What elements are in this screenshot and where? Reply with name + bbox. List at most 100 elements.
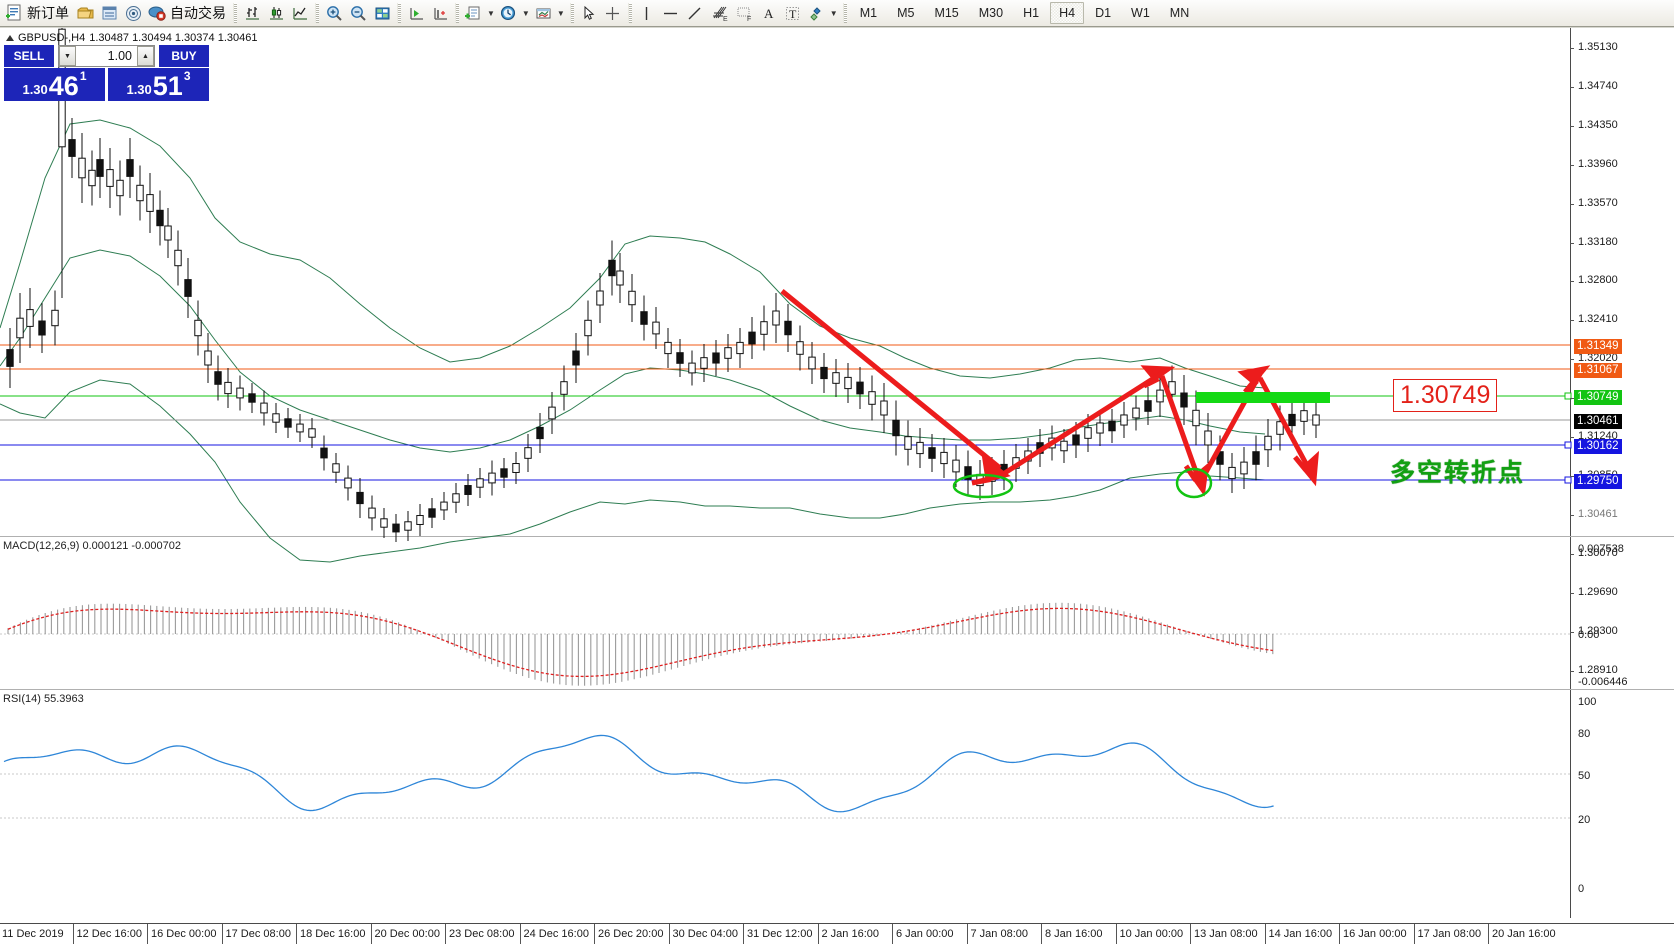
- data-window-icon: [102, 6, 116, 19]
- price-level-badge-resistance[interactable]: 1.31349: [1574, 339, 1622, 354]
- timeframe-h1[interactable]: H1: [1023, 6, 1040, 20]
- time-tick: [1413, 924, 1415, 944]
- sell-button[interactable]: SELL: [4, 45, 54, 67]
- grid-button[interactable]: [370, 1, 394, 25]
- time-tick: [1041, 924, 1042, 944]
- price-axis-line: [1570, 28, 1571, 918]
- zoom-in-button[interactable]: [322, 1, 346, 25]
- fibo-button[interactable]: E: [707, 1, 732, 25]
- price-level-badge-support[interactable]: 1.30162: [1574, 439, 1622, 454]
- toolbar-separator-1: [233, 3, 237, 23]
- buy-price-big: 51: [152, 71, 183, 101]
- time-tick-label: 10 Jan 00:00: [1119, 928, 1184, 940]
- fibo-fan-button[interactable]: F: [732, 1, 757, 25]
- chevron-down-icon[interactable]: ▼: [521, 8, 530, 18]
- price-tick-label: 1.29300: [1578, 624, 1618, 637]
- time-axis[interactable]: 11 Dec 2019 12 Dec 16:00 16 Dec 00:00 17 De…: [0, 923, 1674, 944]
- time-tick-label: 30 Dec 04:00: [672, 928, 738, 940]
- autotrade-icon: [148, 6, 166, 21]
- chevron-down-icon[interactable]: ▼: [829, 8, 838, 18]
- price-tick: [1570, 670, 1574, 672]
- candlestick-button[interactable]: [264, 1, 288, 25]
- volume-down-icon[interactable]: ▼: [59, 46, 76, 66]
- toolbar-separator-7: [842, 3, 847, 23]
- text-button[interactable]: A: [757, 1, 781, 25]
- one-click-trading-panel[interactable]: SELL ▼ 1.00 ▲ BUY 1.30 46 1 1.30 51 3: [4, 45, 209, 101]
- collapse-icon[interactable]: [6, 35, 14, 41]
- cursor-button[interactable]: [577, 1, 601, 25]
- cursor-icon: [584, 5, 595, 20]
- time-tick: [519, 924, 521, 944]
- hline-button[interactable]: [659, 1, 683, 25]
- macd-label: MACD(12,26,9) 0.000121 -0.000702: [3, 540, 181, 552]
- toolbar-separator-5: [569, 3, 574, 23]
- autoscroll-button[interactable]: [428, 1, 452, 25]
- timeframe-m1[interactable]: M1: [859, 6, 878, 20]
- templates-button[interactable]: ▼: [532, 1, 567, 25]
- navigator-button[interactable]: [121, 1, 145, 25]
- buy-button[interactable]: BUY: [159, 45, 209, 67]
- price-tick: [1570, 437, 1574, 439]
- fibo-fan-icon: F: [737, 7, 751, 23]
- time-tick: [221, 924, 223, 944]
- chevron-down-icon[interactable]: ▼: [556, 8, 565, 18]
- time-tick-label: 24 Dec 16:00: [523, 928, 589, 940]
- rsi-series: [0, 734, 1570, 819]
- symbol-name: GBPUSD-,H4: [18, 32, 86, 44]
- indicators-button[interactable]: ▼: [462, 1, 497, 25]
- timeframe-d1[interactable]: D1: [1095, 6, 1112, 20]
- crosshair-button[interactable]: [601, 1, 625, 25]
- autotrade-button[interactable]: 自动交易: [145, 1, 230, 25]
- folder-button[interactable]: [73, 1, 97, 25]
- label-button[interactable]: T: [781, 1, 805, 25]
- sell-price[interactable]: 1.30 46 1: [4, 68, 105, 101]
- candlestick-icon: [269, 6, 283, 20]
- price-level-badge-current[interactable]: 1.30461: [1574, 414, 1622, 429]
- trendline-button[interactable]: [683, 1, 707, 25]
- volume-value[interactable]: 1.00: [107, 49, 132, 63]
- time-tick-label: 20 Jan 16:00: [1492, 928, 1556, 940]
- new-order-label: 新订单: [27, 5, 69, 21]
- data-window-button[interactable]: [97, 1, 121, 25]
- price-tick: [1570, 48, 1574, 49]
- price-level-badge-support[interactable]: 1.29750: [1574, 474, 1622, 489]
- timeframe-m15[interactable]: M15: [934, 6, 959, 20]
- timeframe-m30[interactable]: M30: [978, 6, 1004, 20]
- buy-price[interactable]: 1.30 51 3: [108, 68, 209, 101]
- vline-button[interactable]: [635, 1, 659, 25]
- volume-stepper[interactable]: ▼ 1.00 ▲: [58, 45, 155, 67]
- price-tick: [1570, 553, 1574, 555]
- timeframe-w1[interactable]: W1: [1131, 6, 1150, 20]
- period-button[interactable]: ▼: [497, 1, 532, 25]
- toolbar-separator-3: [397, 3, 401, 23]
- time-tick-label: 17 Jan 08:00: [1417, 928, 1482, 940]
- bar-chart-button[interactable]: [240, 1, 264, 25]
- line-chart-button[interactable]: [288, 1, 312, 25]
- chevron-down-icon[interactable]: ▼: [487, 8, 495, 18]
- new-order-button[interactable]: 新订单: [2, 1, 73, 25]
- time-tick: [966, 924, 968, 944]
- volume-up-icon[interactable]: ▲: [137, 46, 154, 66]
- svg-text:F: F: [747, 16, 751, 23]
- chart-area[interactable]: 1.30749 多空转折点 MACD(12,26,9) 0.000121 -0.…: [0, 27, 1674, 944]
- time-tick: [1264, 924, 1266, 944]
- svg-text:A: A: [764, 6, 774, 21]
- timeframe-mn[interactable]: MN: [1169, 6, 1190, 20]
- time-tick: [1488, 924, 1489, 944]
- label-icon: T: [786, 6, 800, 21]
- timeframe-m5[interactable]: M5: [897, 6, 915, 20]
- price-tick: [1570, 514, 1574, 516]
- price-level-badge-target[interactable]: 1.30749: [1574, 390, 1622, 405]
- hline-icon: [664, 12, 678, 14]
- time-tick: [72, 924, 74, 944]
- shapes-button[interactable]: ▼: [805, 1, 840, 25]
- zoom-out-button[interactable]: [346, 1, 370, 25]
- price-level-badge-resistance[interactable]: 1.31067: [1574, 363, 1622, 378]
- shift-button[interactable]: [404, 1, 428, 25]
- rsi-label: RSI(14) 55.3963: [3, 693, 84, 705]
- sell-price-sup: 1: [79, 69, 87, 83]
- timeframe-h4[interactable]: H4: [1050, 2, 1085, 24]
- sell-price-prefix: 1.30: [22, 82, 48, 97]
- price-tick: [1570, 592, 1574, 594]
